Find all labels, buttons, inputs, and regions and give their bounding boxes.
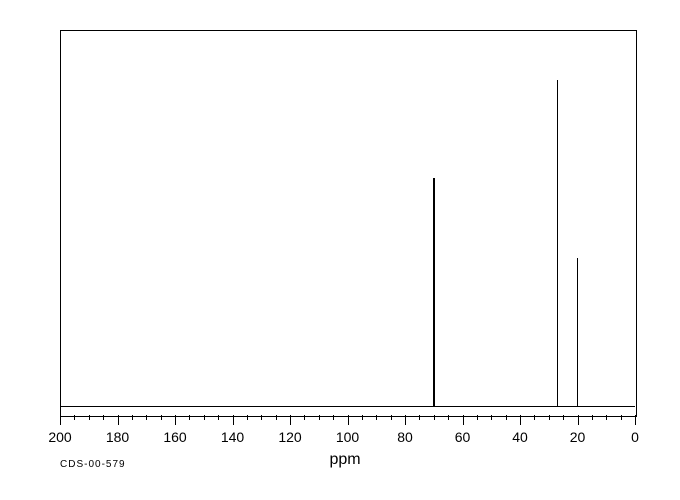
nmr-spectrum-chart: 200180160140120100806040200 ppm CDS-00-5… (0, 0, 680, 500)
minor-tick (534, 415, 535, 420)
minor-tick (434, 415, 435, 420)
tick-label: 0 (631, 429, 639, 445)
peak-2 (577, 258, 579, 406)
minor-tick (563, 415, 564, 420)
minor-tick (261, 415, 262, 420)
tick-label: 180 (106, 429, 129, 445)
tick-label: 20 (570, 429, 586, 445)
plot-area (60, 30, 637, 417)
major-tick (290, 415, 291, 425)
tick-label: 80 (397, 429, 413, 445)
minor-tick (161, 415, 162, 420)
minor-tick (549, 415, 550, 420)
minor-tick (247, 415, 248, 420)
minor-tick (132, 415, 133, 420)
major-tick (463, 415, 464, 425)
major-tick (578, 415, 579, 425)
footer-label: CDS-00-579 (60, 459, 126, 470)
minor-tick (319, 415, 320, 420)
tick-label: 100 (336, 429, 359, 445)
minor-tick (103, 415, 104, 420)
minor-tick (419, 415, 420, 420)
major-tick (635, 415, 636, 425)
major-tick (118, 415, 119, 425)
major-tick (520, 415, 521, 425)
minor-tick (276, 415, 277, 420)
minor-tick (491, 415, 492, 420)
minor-tick (506, 415, 507, 420)
x-axis-label: ppm (330, 451, 361, 469)
major-tick (405, 415, 406, 425)
major-tick (233, 415, 234, 425)
minor-tick (333, 415, 334, 420)
minor-tick (146, 415, 147, 420)
tick-label: 60 (455, 429, 471, 445)
peak-1 (557, 80, 559, 406)
tick-label: 140 (221, 429, 244, 445)
baseline (60, 406, 635, 407)
minor-tick (304, 415, 305, 420)
minor-tick (362, 415, 363, 420)
minor-tick (376, 415, 377, 420)
minor-tick (448, 415, 449, 420)
minor-tick (621, 415, 622, 420)
tick-label: 200 (48, 429, 71, 445)
minor-tick (74, 415, 75, 420)
minor-tick (477, 415, 478, 420)
major-tick (60, 415, 61, 425)
tick-label: 40 (512, 429, 528, 445)
minor-tick (391, 415, 392, 420)
minor-tick (606, 415, 607, 420)
tick-label: 160 (163, 429, 186, 445)
major-tick (348, 415, 349, 425)
tick-label: 120 (278, 429, 301, 445)
minor-tick (89, 415, 90, 420)
peak-0 (433, 178, 435, 406)
minor-tick (204, 415, 205, 420)
minor-tick (592, 415, 593, 420)
minor-tick (189, 415, 190, 420)
minor-tick (218, 415, 219, 420)
major-tick (175, 415, 176, 425)
